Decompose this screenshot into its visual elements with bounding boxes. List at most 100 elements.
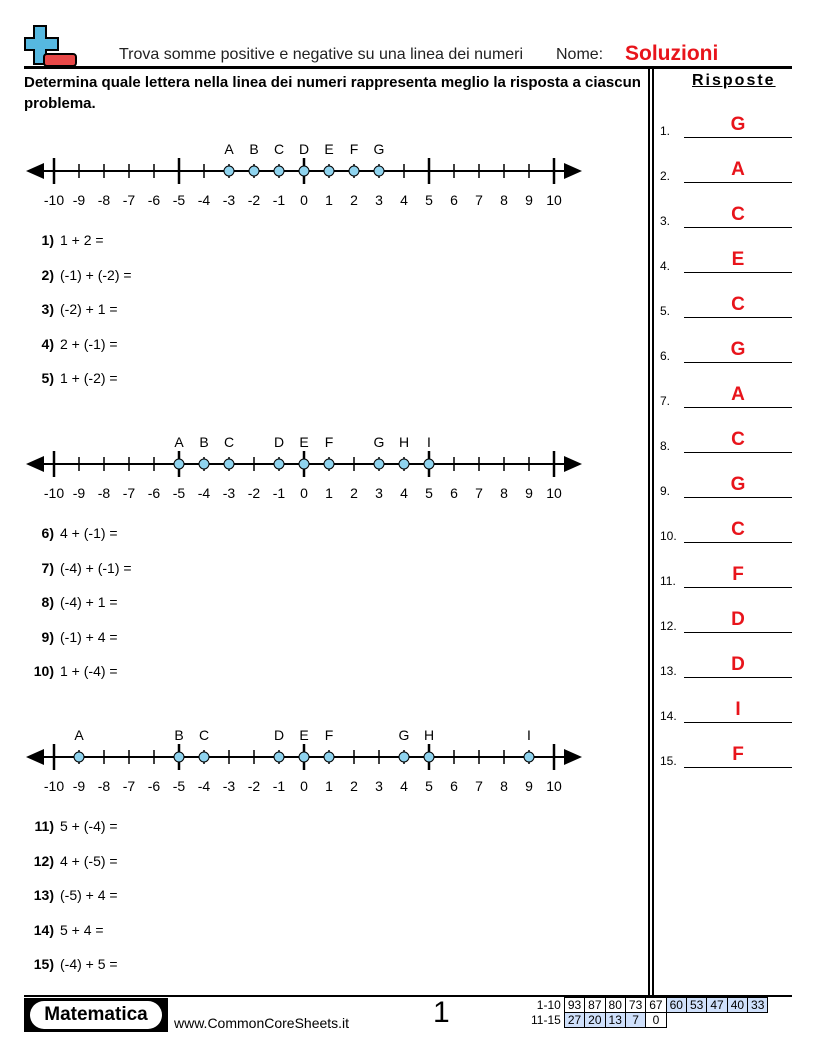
answer-value: G (730, 339, 746, 360)
point-F (348, 165, 360, 177)
problem: 10) 1 + (-4) = (24, 663, 118, 679)
point-G (398, 751, 410, 763)
answer-number: 14. (660, 709, 677, 723)
point-A (73, 751, 85, 763)
answer-number: 7. (660, 394, 671, 408)
score-cell: 87 (584, 997, 606, 1013)
problem-number: 10) (33, 663, 54, 679)
answer-value: G (730, 114, 746, 135)
problem-number: 7) (41, 559, 54, 576)
tick-label: 5 (425, 485, 433, 501)
answer-row: 12. D (660, 609, 792, 633)
point-label: A (224, 141, 234, 157)
problem-text: 5 + (-4) = (60, 818, 118, 834)
tick-label: -6 (148, 192, 161, 208)
name-value: Soluzioni (625, 42, 719, 65)
problem-number: 4) (41, 335, 54, 352)
left-arrow-icon (26, 749, 44, 765)
tick-label: -8 (98, 192, 111, 208)
answer-row: 15. F (660, 744, 792, 768)
tick-label: 5 (425, 192, 433, 208)
column-divider (652, 66, 654, 996)
tick-label: 3 (375, 778, 383, 794)
tick-label: 1 (325, 485, 333, 501)
answer-line (684, 767, 792, 768)
tick-label: -3 (223, 485, 236, 501)
answer-number: 15. (660, 754, 677, 768)
problem-text: 1 + 2 = (60, 232, 104, 248)
score-cell: 93 (563, 997, 586, 1013)
tick-label: 0 (300, 778, 308, 794)
point-C (223, 458, 235, 470)
answer-row: 8. C (660, 429, 792, 453)
tick-label: 7 (475, 192, 483, 208)
problem-number: 14) (33, 921, 54, 938)
point-label: I (527, 727, 531, 743)
point-I (523, 751, 535, 763)
tick-label: 6 (450, 778, 458, 794)
score-range: 1-10 (536, 998, 561, 1012)
answer-line (684, 362, 792, 363)
tick-label: -1 (273, 778, 286, 794)
answer-line (684, 137, 792, 138)
score-cell: 20 (584, 1012, 606, 1028)
tick-label: 1 (325, 778, 333, 794)
point-label: G (374, 141, 385, 157)
answer-number: 8. (660, 439, 671, 453)
answer-line (684, 542, 792, 543)
point-G (373, 458, 385, 470)
answer-value: D (731, 654, 745, 675)
right-arrow-icon (564, 163, 582, 179)
answer-row: 7. A (660, 384, 792, 408)
point-label: H (424, 727, 434, 743)
answer-row: 9. G (660, 474, 792, 498)
problem-number: 2) (41, 266, 54, 283)
problem-text: 4 + (-1) = (60, 525, 118, 541)
tick-label: -8 (98, 485, 111, 501)
problem-text: 1 + (-2) = (60, 370, 118, 386)
point-B (173, 751, 185, 763)
point-F (323, 751, 335, 763)
problem-text: (-4) + (-1) = (60, 559, 132, 576)
score-cell: 47 (706, 997, 728, 1013)
point-label: C (224, 434, 234, 450)
tick-label: 0 (300, 485, 308, 501)
header-divider (24, 66, 792, 69)
point-A (223, 165, 235, 177)
problem-text: 4 + (-5) = (60, 852, 118, 869)
tick-label: -6 (148, 485, 161, 501)
point-label: F (325, 434, 334, 450)
answer-number: 12. (660, 619, 677, 633)
tick-label: 6 (450, 192, 458, 208)
left-arrow-icon (26, 163, 44, 179)
answer-row: 3. C (660, 204, 792, 228)
tick-label: 3 (375, 192, 383, 208)
problem-text: (-1) + (-2) = (60, 266, 132, 283)
point-E (323, 165, 335, 177)
page-title: Trova somme positive e negative su una l… (119, 46, 524, 63)
score-cell: 60 (665, 997, 687, 1013)
tick-label: -7 (123, 192, 136, 208)
answer-line (684, 407, 792, 408)
answer-line (684, 272, 792, 273)
score-cell: 73 (624, 997, 647, 1013)
answer-number: 4. (660, 259, 671, 273)
tick-label: 8 (500, 192, 508, 208)
problem-text: 2 + (-1) = (60, 335, 118, 352)
plus-minus-icon (24, 25, 77, 67)
answer-value: I (735, 699, 741, 720)
problem: 13) (-5) + 4 = (24, 887, 118, 903)
answer-row: 2. A (660, 159, 792, 183)
point-label: I (427, 434, 431, 450)
tick-label: 10 (546, 778, 562, 794)
point-F (323, 458, 335, 470)
answer-row: 6. G (660, 339, 792, 363)
point-label: D (274, 434, 284, 450)
point-label: E (324, 141, 333, 157)
point-D (298, 165, 310, 177)
tick-label: 5 (425, 778, 433, 794)
footer-divider (24, 995, 792, 997)
problem: 8) (-4) + 1 = (24, 594, 118, 610)
answer-number: 5. (660, 304, 671, 318)
